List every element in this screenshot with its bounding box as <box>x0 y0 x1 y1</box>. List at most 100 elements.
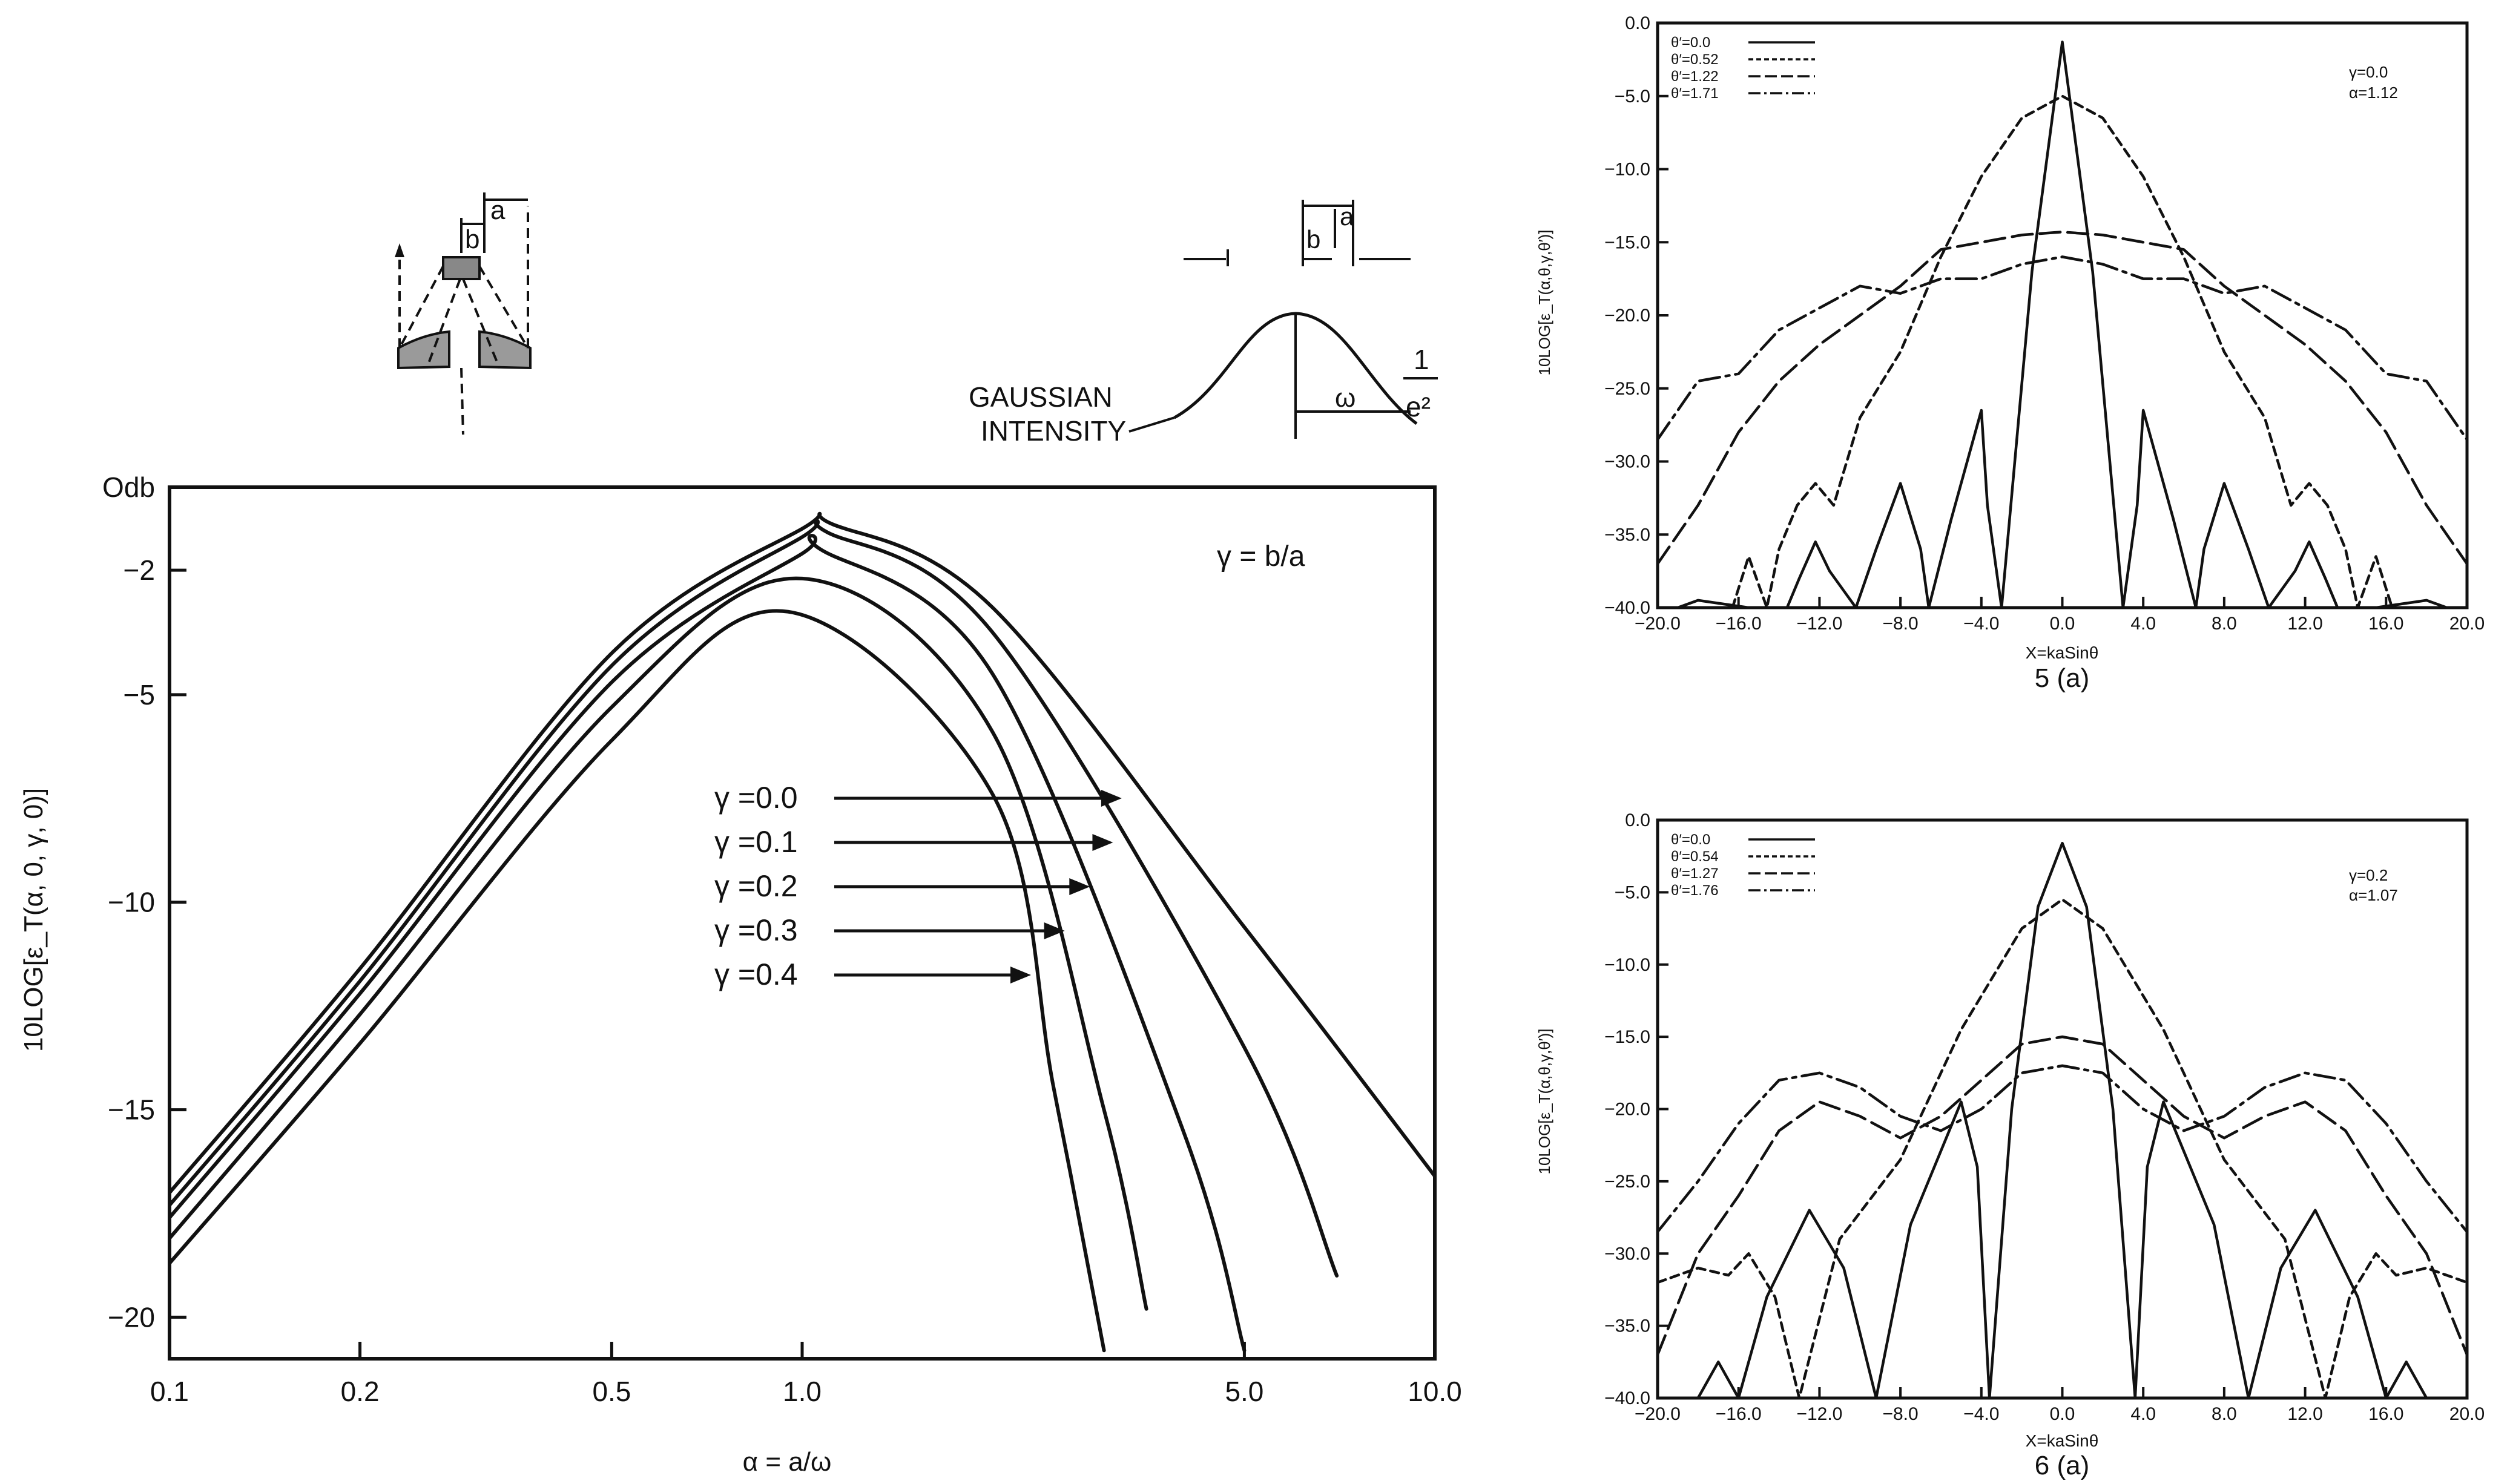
c6-x-tick-label-12p0: 12.0 <box>2287 1404 2322 1424</box>
c6-y-tick-label-35p0: −35.0 <box>1604 1316 1650 1336</box>
main-legend-label-0p4: γ =0.4 <box>714 957 798 991</box>
main-legend-label-0p1: γ =0.1 <box>714 825 798 859</box>
c6-series-1p76 <box>1656 1064 2469 1233</box>
chart-5a-x-tick-labels: −20.0 −16.0 −12.0 −8.0 −4.0 0.0 4.0 8.0 12.0 16.0… <box>1635 614 2485 634</box>
c6-series-0p54 <box>1656 898 2469 1400</box>
inset-label-a: a <box>490 195 506 225</box>
chart-5a-frame <box>1656 21 2469 609</box>
c6-x-tick-label-20p0: 20.0 <box>2449 1404 2485 1424</box>
c5-x-tick-label-12p0: 12.0 <box>2287 614 2322 634</box>
c5-series-1p22 <box>1656 231 2469 565</box>
main-legend: γ =0.0 γ =0.1 γ =0.2 γ =0.3 γ =0.4 <box>714 781 1122 991</box>
c5-y-tick-label-0p0: 0.0 <box>1625 13 1650 33</box>
gaussian-fraction-den: e² <box>1406 391 1431 422</box>
main-series-0p1 <box>168 519 1339 1278</box>
c5-x-tick-label-0p0: 0.0 <box>2050 614 2075 634</box>
chart-6a-x-tick-labels: −20.0 −16.0 −12.0 −8.0 −4.0 0.0 4.0 8.0 12.0 16.0… <box>1635 1404 2485 1424</box>
c5-x-tick-label-4p0: −4.0 <box>1963 614 1999 634</box>
c5-y-tick-label-10p0: −10.0 <box>1604 160 1650 180</box>
chart-6a: −20.0 −16.0 −12.0 −8.0 −4.0 0.0 4.0 8.0 12.0 16.0… <box>1535 810 2485 1480</box>
main-y-tick-label-2: −2 <box>124 554 155 586</box>
c6-x-tick-label-16p0: 16.0 <box>2368 1404 2403 1424</box>
c5-y-tick-label-5p0: −5.0 <box>1615 87 1650 107</box>
main-x-tick-label-0p1: 0.1 <box>150 1376 189 1407</box>
gaussian-label-a: a <box>1340 202 1354 231</box>
c6-x-tick-label-4p0: −4.0 <box>1963 1404 1999 1424</box>
chart-5a-axis-ticks <box>1656 22 2468 609</box>
c5-y-tick-label-30p0: −30.0 <box>1604 452 1650 472</box>
main-annotation: γ = b/a <box>1217 540 1305 573</box>
main-y-tick-label-5: −5 <box>124 679 155 711</box>
main-legend-label-0p0: γ =0.0 <box>714 781 798 815</box>
inset-aperture-diagram: a b <box>395 192 532 435</box>
chart-5a-y-axis-label: 10LOG[ε_T(α,θ,γ,θ′)] <box>1535 229 1553 375</box>
main-x-tick-label-5p0: 5.0 <box>1225 1376 1263 1407</box>
c5-legend-label-1p22: θ′=1.22 <box>1671 68 1719 85</box>
gaussian-text-line-1: GAUSSIAN <box>969 381 1113 413</box>
c6-y-tick-label-5p0: −5.0 <box>1615 882 1650 902</box>
c6-x-tick-label-8p0: −8.0 <box>1882 1404 1918 1424</box>
main-y-tick-labels: Odb −2 −5 −10 −15 −20 <box>102 471 155 1333</box>
c6-series-1p27 <box>1656 1035 2469 1356</box>
chart-6a-param-alpha: α=1.07 <box>2349 886 2398 904</box>
gaussian-label-b: b <box>1306 225 1320 254</box>
gaussian-fraction-num: 1 <box>1414 344 1429 375</box>
c6-y-tick-label-30p0: −30.0 <box>1604 1244 1650 1264</box>
chart-6a-param-gamma: γ=0.2 <box>2349 866 2388 884</box>
c5-y-tick-label-35p0: −35.0 <box>1604 525 1650 545</box>
c5-legend-label-0p0: θ′=0.0 <box>1671 34 1710 51</box>
c5-series-1p71 <box>1656 255 2469 441</box>
main-legend-arrowhead-0p2 <box>1069 878 1090 895</box>
c5-series-0p0 <box>1676 41 2448 609</box>
c5-y-tick-label-20p0: −20.0 <box>1604 306 1650 326</box>
chart-5a-curves <box>1656 41 2469 609</box>
main-legend-arrowhead-0p3 <box>1044 922 1065 939</box>
chart-5a-y-tick-labels: 0.0 −5.0 −10.0 −15.0 −20.0 −25.0 −30.0 −35.0 −40… <box>1604 13 1650 618</box>
c6-x-tick-label-20p0: −20.0 <box>1635 1404 1681 1424</box>
inset-dashed-rays <box>398 206 529 435</box>
c6-legend-label-1p27: θ′=1.27 <box>1671 865 1719 882</box>
main-chart: 0.1 0.2 0.5 1.0 5.0 10.0 Odb −2 −5 −10 −15 −20 γ =… <box>19 471 1462 1477</box>
chart-5a-param-alpha: α=1.12 <box>2349 84 2398 102</box>
c6-y-tick-label-20p0: −20.0 <box>1604 1100 1650 1120</box>
chart-5a-legend: θ′=0.0θ′=0.52θ′=1.22θ′=1.71 <box>1671 34 1815 102</box>
c5-legend-label-1p71: θ′=1.71 <box>1671 85 1719 102</box>
main-x-tick-label-1p0: 1.0 <box>783 1376 822 1407</box>
c5-y-tick-label-15p0: −15.0 <box>1604 232 1650 252</box>
c6-series-0p0 <box>1696 841 2428 1400</box>
inset-gaussian-diagram: a b ω 1 e² GAUSSIAN INTENSITY <box>969 200 1438 447</box>
gaussian-label-omega: ω <box>1335 383 1355 413</box>
main-plot-frame <box>168 485 1437 1361</box>
c5-x-tick-label-8p0: −8.0 <box>1882 614 1918 634</box>
chart-5a-param-gamma: γ=0.0 <box>2349 63 2388 81</box>
main-legend-arrowhead-0p1 <box>1092 834 1113 851</box>
c5-x-tick-label-12p0: −12.0 <box>1796 614 1842 634</box>
c5-x-tick-label-16p0: 16.0 <box>2368 614 2403 634</box>
c6-y-tick-label-0p0: 0.0 <box>1625 810 1650 830</box>
c6-y-tick-label-15p0: −15.0 <box>1604 1027 1650 1047</box>
main-x-tick-labels: 0.1 0.2 0.5 1.0 5.0 10.0 <box>150 1376 1462 1407</box>
c6-x-tick-label-12p0: −12.0 <box>1796 1404 1842 1424</box>
inset-right-reflector <box>478 330 532 370</box>
main-axis-ticks <box>168 485 1437 1359</box>
c6-x-tick-label-0p0: 0.0 <box>2050 1404 2075 1424</box>
c5-legend-label-0p52: θ′=0.52 <box>1671 51 1719 68</box>
main-x-axis-label: α = a/ω <box>743 1447 832 1477</box>
c6-y-tick-label-25p0: −25.0 <box>1604 1172 1650 1192</box>
gaussian-curve <box>1173 312 1418 425</box>
c6-legend-label-0p54: θ′=0.54 <box>1671 849 1719 865</box>
main-legend-arrowhead-0p0 <box>1101 790 1122 807</box>
gaussian-text-line-2: INTENSITY <box>981 415 1126 447</box>
chart-5a-x-axis-label: X=kaSinθ <box>2026 643 2099 662</box>
c5-x-tick-label-20p0: 20.0 <box>2449 614 2485 634</box>
main-series-0p2 <box>168 534 1247 1353</box>
c6-y-tick-label-10p0: −10.0 <box>1604 955 1650 975</box>
main-y-axis-label: 10LOG[ε_T(α, 0, γ, 0)] <box>19 788 48 1052</box>
chart-5a: −20.0 −16.0 −12.0 −8.0 −4.0 0.0 4.0 8.0 12.0 16.0… <box>1535 13 2485 693</box>
chart-6a-caption: 6 (a) <box>2035 1451 2089 1480</box>
c5-y-tick-label-25p0: −25.0 <box>1604 379 1650 399</box>
inset-top-block <box>442 256 481 280</box>
main-curves <box>168 511 1437 1353</box>
main-x-tick-label-0p2: 0.2 <box>341 1376 380 1407</box>
